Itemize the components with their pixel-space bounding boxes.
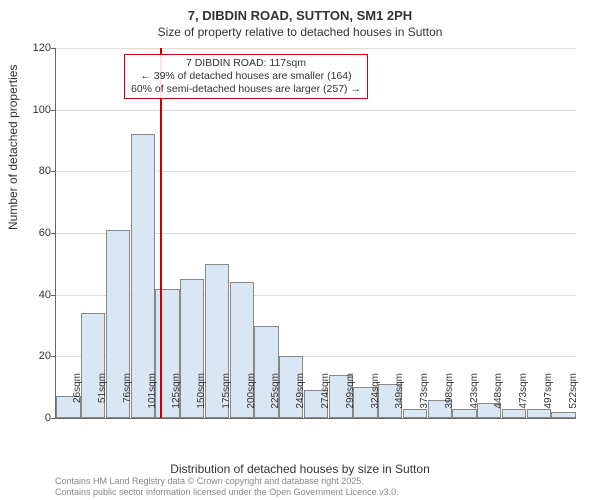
annotation-line1: 7 DIBDIN ROAD: 117sqm — [131, 57, 361, 70]
xtick-label: 26sqm — [72, 373, 83, 423]
ytick-label: 120 — [21, 42, 51, 54]
plot-region: 02040608010012026sqm51sqm76sqm101sqm125s… — [55, 48, 576, 419]
xtick-label: 522sqm — [568, 373, 579, 423]
gridline — [56, 110, 576, 111]
ytick-label: 60 — [21, 227, 51, 239]
ytick-mark — [51, 48, 56, 49]
xtick-label: 448sqm — [493, 373, 504, 423]
ytick-mark — [51, 295, 56, 296]
ytick-label: 80 — [21, 165, 51, 177]
marker-line — [160, 48, 162, 418]
xtick-label: 299sqm — [345, 373, 356, 423]
gridline — [56, 48, 576, 49]
xtick-label: 175sqm — [221, 373, 232, 423]
attribution-line2: Contains public sector information licen… — [55, 487, 399, 498]
xtick-label: 249sqm — [295, 373, 306, 423]
ytick-label: 40 — [21, 289, 51, 301]
ytick-mark — [51, 233, 56, 234]
chart-area: 02040608010012026sqm51sqm76sqm101sqm125s… — [55, 48, 575, 418]
ytick-label: 100 — [21, 104, 51, 116]
chart-subtitle: Size of property relative to detached ho… — [0, 25, 600, 39]
ytick-mark — [51, 110, 56, 111]
xtick-label: 423sqm — [469, 373, 480, 423]
xtick-label: 324sqm — [370, 373, 381, 423]
attribution-block: Contains HM Land Registry data © Crown c… — [55, 476, 399, 498]
xtick-label: 125sqm — [171, 373, 182, 423]
ytick-label: 20 — [21, 350, 51, 362]
ytick-mark — [51, 171, 56, 172]
chart-title: 7, DIBDIN ROAD, SUTTON, SM1 2PH — [0, 8, 600, 23]
ytick-label: 0 — [21, 412, 51, 424]
annotation-line2: ← 39% of detached houses are smaller (16… — [131, 70, 361, 83]
chart-title-block: 7, DIBDIN ROAD, SUTTON, SM1 2PH Size of … — [0, 0, 600, 39]
attribution-line1: Contains HM Land Registry data © Crown c… — [55, 476, 399, 487]
xtick-label: 200sqm — [246, 373, 257, 423]
xtick-label: 398sqm — [444, 373, 455, 423]
xtick-label: 373sqm — [419, 373, 430, 423]
xtick-label: 225sqm — [270, 373, 281, 423]
ytick-mark — [51, 356, 56, 357]
xtick-label: 473sqm — [518, 373, 529, 423]
xtick-label: 497sqm — [543, 373, 554, 423]
ytick-mark — [51, 418, 56, 419]
x-axis-label: Distribution of detached houses by size … — [0, 462, 600, 476]
annotation-line3: 60% of semi-detached houses are larger (… — [131, 83, 361, 96]
xtick-label: 51sqm — [97, 373, 108, 423]
xtick-label: 150sqm — [196, 373, 207, 423]
xtick-label: 76sqm — [122, 373, 133, 423]
annotation-callout: 7 DIBDIN ROAD: 117sqm ← 39% of detached … — [124, 54, 368, 99]
xtick-label: 101sqm — [147, 373, 158, 423]
xtick-label: 349sqm — [394, 373, 405, 423]
y-axis-label: Number of detached properties — [6, 65, 20, 230]
xtick-label: 274sqm — [320, 373, 331, 423]
